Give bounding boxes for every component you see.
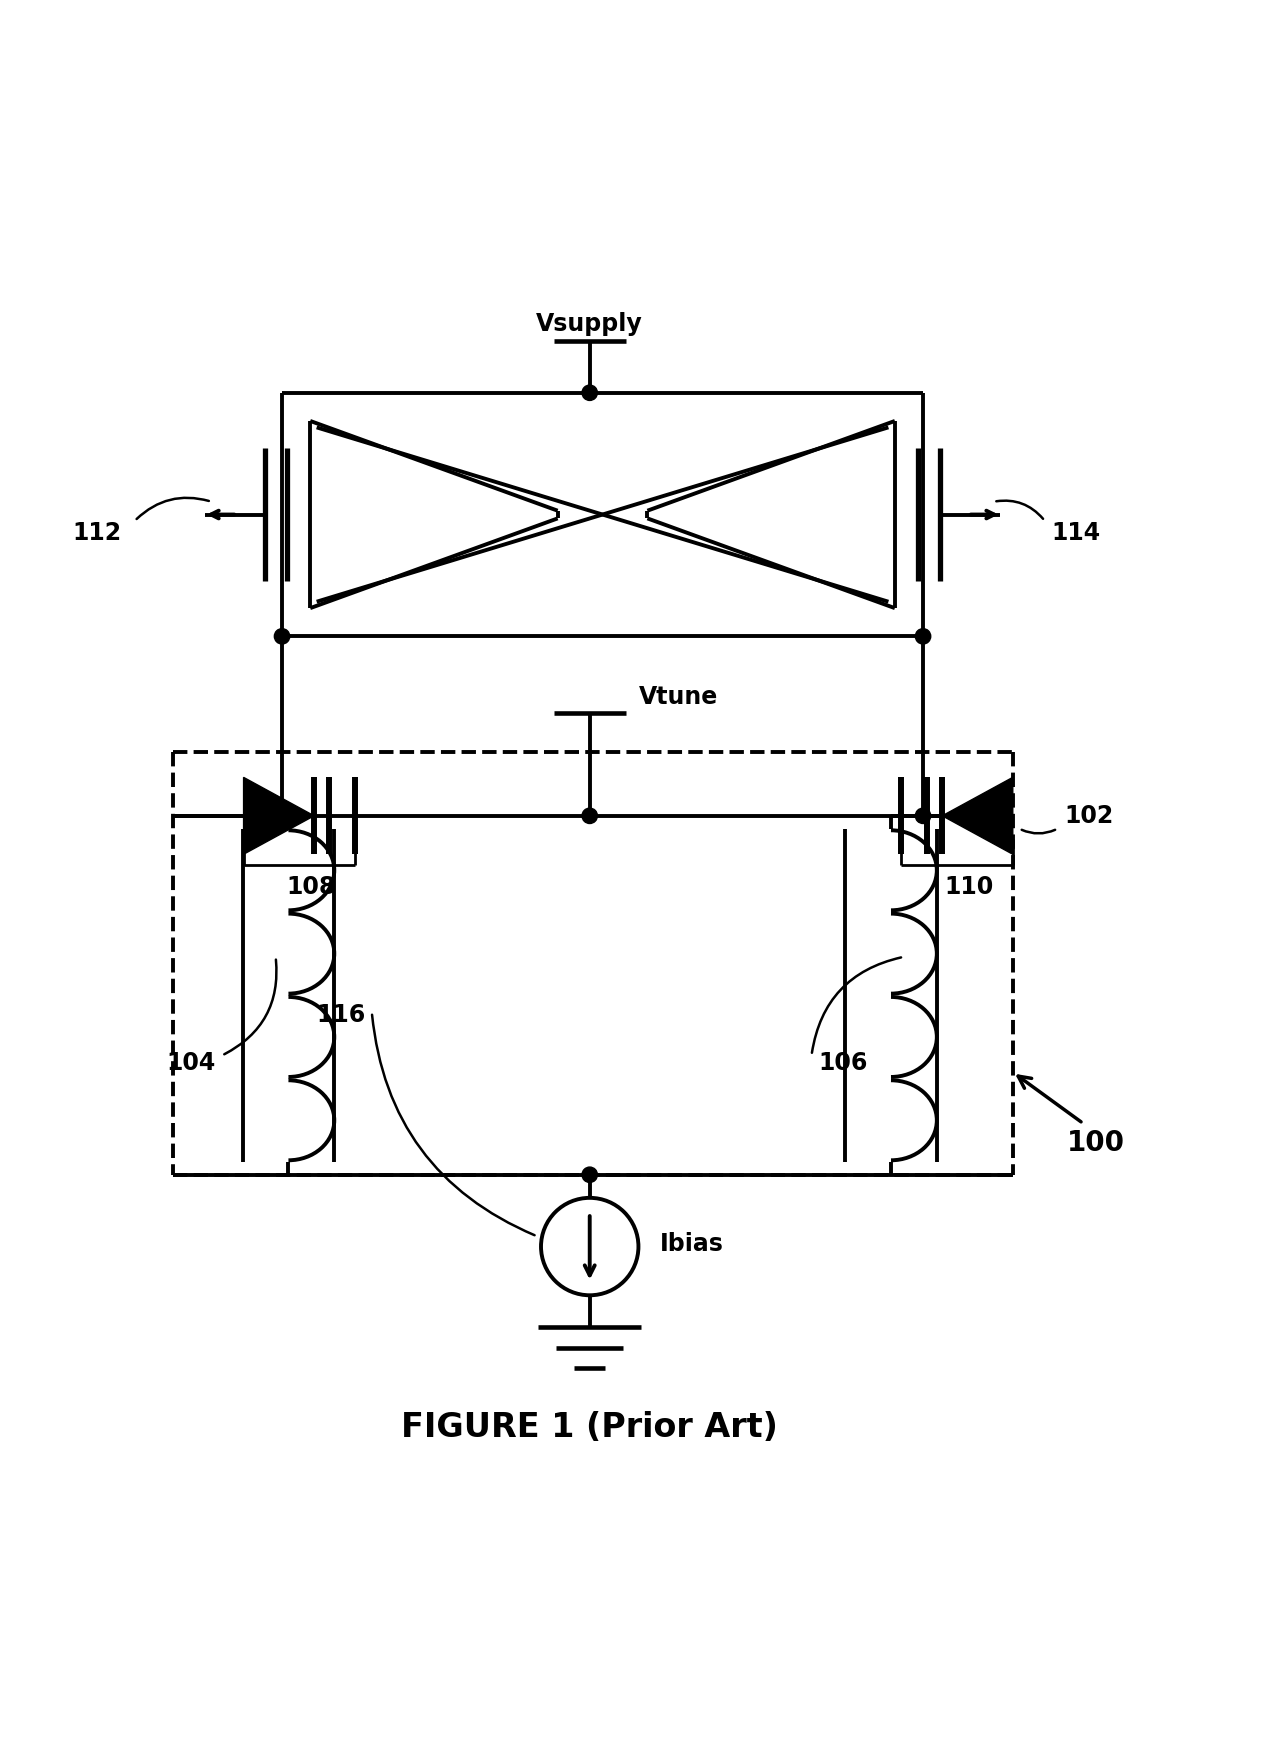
Circle shape (915, 809, 931, 823)
Circle shape (274, 629, 290, 645)
Polygon shape (244, 777, 314, 854)
Circle shape (582, 384, 597, 400)
Circle shape (582, 1167, 597, 1183)
Circle shape (915, 629, 931, 645)
Circle shape (274, 809, 290, 823)
Text: Vtune: Vtune (638, 685, 718, 709)
Text: 100: 100 (1067, 1129, 1126, 1157)
Text: FIGURE 1 (Prior Art): FIGURE 1 (Prior Art) (401, 1412, 778, 1443)
Text: Ibias: Ibias (660, 1232, 724, 1256)
Text: 104: 104 (167, 1052, 215, 1074)
Text: 102: 102 (1064, 804, 1113, 828)
Text: 110: 110 (944, 875, 994, 898)
Text: 106: 106 (818, 1052, 868, 1074)
Circle shape (582, 809, 597, 823)
Text: 116: 116 (317, 1003, 365, 1027)
Text: 112: 112 (73, 521, 122, 545)
Text: Vsupply: Vsupply (536, 313, 644, 337)
Text: 114: 114 (1051, 521, 1100, 545)
Text: 108: 108 (287, 875, 336, 898)
Polygon shape (942, 777, 1013, 854)
